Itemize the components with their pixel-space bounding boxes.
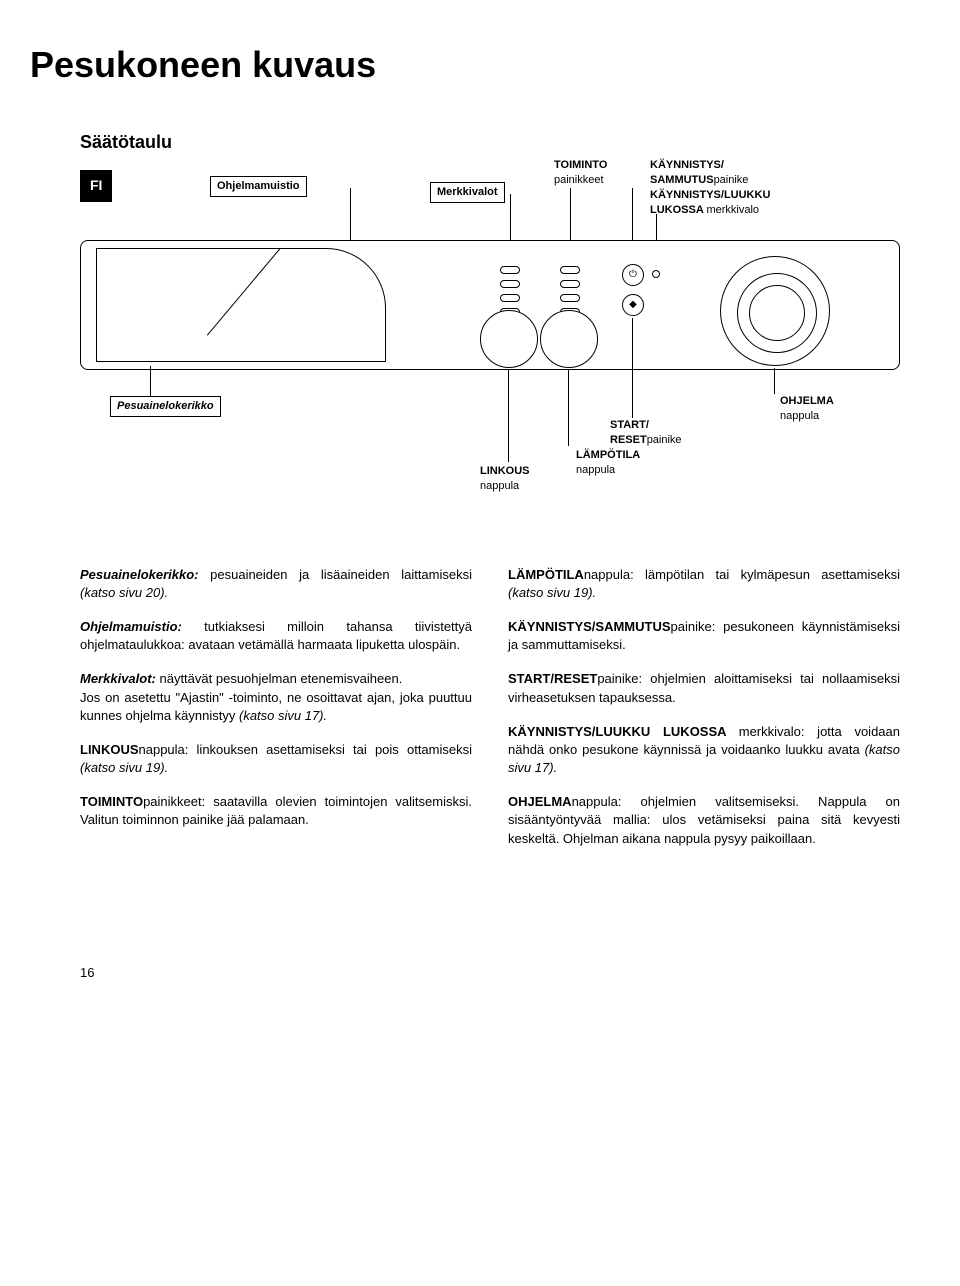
label-kaynnistys-sammutus: KÄYNNISTYS/ SAMMUTUSpainike: [650, 158, 748, 189]
left-column: Pesuainelokerikko: pesuaineiden ja lisäa…: [80, 566, 472, 864]
label-ohjelmamuistio: Ohjelmamuistio: [210, 176, 307, 197]
para-ohjelma: OHJELMAnappula: ohjelmien valitsemiseksi…: [508, 793, 900, 848]
program-knob: [720, 256, 830, 366]
label-start-reset: START/ RESETpainike: [610, 418, 682, 449]
detergent-drawer: [96, 248, 386, 362]
temperature-knob: [540, 310, 598, 368]
para-linkous: LINKOUSnappula: linkouksen asettamiseksi…: [80, 741, 472, 777]
control-panel-diagram: Ohjelmamuistio Merkkivalot TOIMINTO pain…: [80, 166, 900, 526]
start-button-icon: ◆: [622, 294, 644, 316]
power-button-icon: ⏻: [622, 264, 644, 286]
para-kaynnistys-luukku: KÄYNNISTYS/LUUKKU LUKOSSA merkkivalo: jo…: [508, 723, 900, 778]
label-lampotila: LÄMPÖTILA nappula: [576, 448, 640, 479]
subtitle: Säätötaulu: [80, 130, 900, 155]
para-toiminto: TOIMINTOpainikkeet: saatavilla olevien t…: [80, 793, 472, 829]
page-title: Pesukoneen kuvaus: [30, 40, 900, 90]
label-linkous: LINKOUS nappula: [480, 464, 530, 495]
para-pesuainelokerikko: Pesuainelokerikko: pesuaineiden ja lisäa…: [80, 566, 472, 602]
label-pesuainelokerikko: Pesuainelokerikko: [110, 396, 221, 417]
indicator-leds-2: [560, 266, 580, 316]
label-kaynnistys-luukku: KÄYNNISTYS/LUUKKU LUKOSSA merkkivalo: [650, 188, 770, 219]
para-kaynnistys-sammutus: KÄYNNISTYS/SAMMUTUSpainike: pesukoneen k…: [508, 618, 900, 654]
page-number: 16: [80, 964, 900, 982]
right-column: LÄMPÖTILAnappula: lämpötilan tai kylmäpe…: [508, 566, 900, 864]
indicator-leds-1: [500, 266, 520, 316]
para-start-reset: START/RESETpainike: ohjelmien aloittamis…: [508, 670, 900, 706]
spin-knob: [480, 310, 538, 368]
lock-led: [652, 270, 660, 278]
para-ohjelmamuistio: Ohjelmamuistio: tutkiaksesi milloin taha…: [80, 618, 472, 654]
para-lampotila: LÄMPÖTILAnappula: lämpötilan tai kylmäpe…: [508, 566, 900, 602]
label-toiminto: TOIMINTO painikkeet: [554, 158, 607, 189]
para-merkkivalot: Merkkivalot: näyttävät pesuohjelman eten…: [80, 670, 472, 725]
label-ohjelma: OHJELMA nappula: [780, 394, 834, 425]
label-merkkivalot: Merkkivalot: [430, 182, 505, 203]
